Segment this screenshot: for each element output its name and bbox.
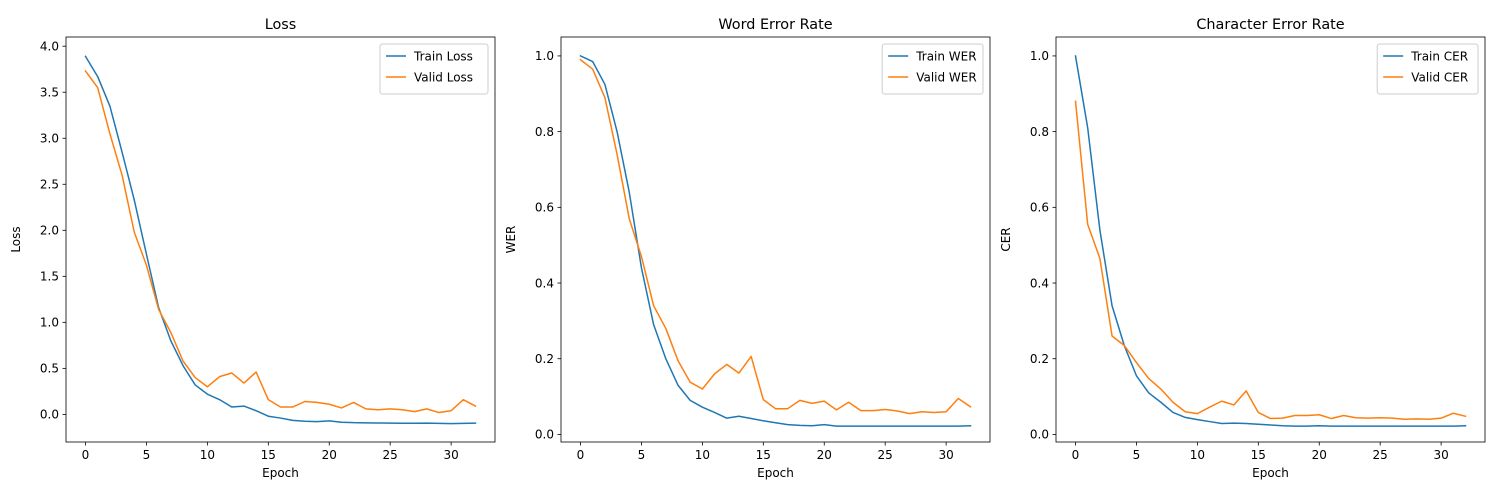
x-tick-label: 15 (1251, 448, 1266, 462)
x-tick-label: 0 (577, 448, 585, 462)
axes-frame (1055, 36, 1486, 443)
y-tick-label: 0.0 (40, 408, 59, 422)
x-tick-label: 5 (1133, 448, 1141, 462)
legend-label: Train Loss (413, 49, 473, 63)
y-tick-label: 1.5 (40, 270, 59, 284)
y-tick-label: 0.6 (535, 201, 554, 215)
y-tick-label: 4.0 (40, 40, 59, 54)
y-tick-label: 0.5 (40, 362, 59, 376)
x-tick-label: 30 (443, 448, 458, 462)
legend-box (379, 43, 489, 95)
x-tick-label: 20 (322, 448, 337, 462)
legend-label: Valid CER (1411, 70, 1468, 84)
series-line-valid-cer (1074, 100, 1467, 421)
chart-title: Loss (265, 17, 297, 33)
x-tick-label: 25 (878, 448, 893, 462)
x-tick-label: 5 (143, 448, 151, 462)
x-tick-label: 10 (200, 448, 215, 462)
x-tick-label: 25 (1373, 448, 1388, 462)
axes-frame (65, 36, 496, 443)
series-line-train-wer (579, 54, 972, 427)
chart-title: Character Error Rate (1196, 17, 1344, 33)
series-line-valid-wer (579, 58, 972, 415)
series-line-train-cer (1074, 55, 1467, 427)
y-tick-label: 3.0 (40, 132, 59, 146)
x-axis-label: Epoch (757, 466, 794, 480)
x-tick-label: 30 (1433, 448, 1448, 462)
axes-frame (560, 36, 991, 443)
y-tick-label: 2.0 (40, 224, 59, 238)
y-tick-label: 0.0 (535, 428, 554, 442)
y-axis-label: WER (504, 226, 518, 254)
x-tick-label: 30 (938, 448, 953, 462)
chart-panel-3: 0 5 10 15 20 25 30 0.0 0.2 0.4 0.6 0.8 1.0 Character … (999, 17, 1486, 480)
chart-panel-1: 0 5 10 15 20 25 30 0.0 0.5 1.0 1.5 2.0 2.5 3.0 3.5 4.0 L… (9, 17, 496, 480)
y-tick-label: 1.0 (1030, 49, 1049, 63)
x-tick-label: 0 (1072, 448, 1080, 462)
x-tick-label: 15 (756, 448, 771, 462)
x-tick-label: 0 (82, 448, 90, 462)
y-tick-label: 0.4 (535, 276, 554, 290)
y-axis-label: CER (999, 227, 1013, 251)
y-tick-label: 0.4 (1030, 276, 1049, 290)
y-tick-label: 0.6 (1030, 201, 1049, 215)
y-tick-label: 0.0 (1030, 428, 1049, 442)
series-line-train-loss (84, 55, 477, 425)
x-tick-label: 5 (638, 448, 646, 462)
legend-label: Train CER (1410, 49, 1468, 63)
y-tick-label: 1.0 (40, 316, 59, 330)
y-tick-label: 0.2 (535, 352, 554, 366)
legend: Train Loss Valid Loss (379, 43, 489, 95)
y-tick-label: 0.8 (1030, 125, 1049, 139)
y-tick-label: 2.5 (40, 178, 59, 192)
y-axis-label: Loss (9, 226, 23, 252)
legend-label: Valid Loss (414, 70, 473, 84)
x-tick-label: 10 (1190, 448, 1205, 462)
x-tick-label: 20 (817, 448, 832, 462)
x-tick-label: 25 (383, 448, 398, 462)
y-tick-label: 3.5 (40, 86, 59, 100)
y-tick-label: 1.0 (535, 49, 554, 63)
legend: Train CER Valid CER (1376, 43, 1479, 95)
legend-label: Valid WER (916, 70, 977, 84)
x-tick-label: 15 (261, 448, 276, 462)
y-tick-label: 0.8 (535, 125, 554, 139)
x-tick-label: 10 (695, 448, 710, 462)
chart-title: Word Error Rate (718, 17, 832, 33)
x-axis-label: Epoch (1252, 466, 1289, 480)
legend-label: Train WER (915, 49, 976, 63)
series-line-valid-loss (84, 70, 477, 414)
chart-panel-2: 0 5 10 15 20 25 30 0.0 0.2 0.4 0.6 0.8 1.0 Word Error… (504, 17, 991, 480)
x-axis-label: Epoch (262, 466, 299, 480)
legend: Train WER Valid WER (881, 43, 984, 95)
x-tick-label: 20 (1312, 448, 1327, 462)
y-tick-label: 0.2 (1030, 352, 1049, 366)
